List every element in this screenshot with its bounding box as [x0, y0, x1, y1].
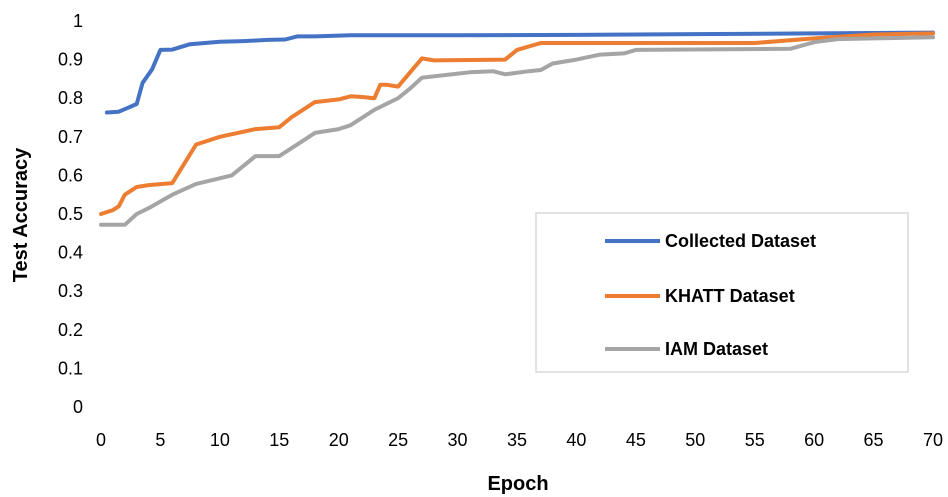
y-tick-label: 0.5 [58, 204, 83, 224]
y-tick-label: 0 [73, 397, 83, 417]
legend-box [535, 212, 909, 373]
y-tick-label: 0.2 [58, 320, 83, 340]
x-tick-label: 20 [329, 430, 349, 450]
legend: Collected Dataset KHATT Dataset IAM Datase… [535, 212, 909, 373]
x-tick-label: 15 [269, 430, 289, 450]
x-tick-label: 70 [923, 430, 943, 450]
series-lines-layer [99, 30, 935, 227]
x-tick-label: 25 [388, 430, 408, 450]
y-tick-label: 0.4 [58, 243, 83, 263]
x-tick-label: 35 [507, 430, 527, 450]
x-tick-label: 65 [864, 430, 884, 450]
x-tick-label: 10 [210, 430, 230, 450]
x-axis-ticks: 0 5 10 15 20 25 30 35 40 45 50 55 60 65 70 [96, 430, 943, 450]
x-tick-label: 0 [96, 430, 106, 450]
series-line-collected-dataset [104, 30, 935, 115]
series-line-khatt-dataset [99, 31, 935, 216]
x-tick-label: 60 [804, 430, 824, 450]
legend-label: KHATT Dataset [665, 286, 795, 306]
x-tick-label: 55 [745, 430, 765, 450]
y-tick-label: 0.6 [58, 165, 83, 185]
y-axis-title: Test Accuracy [10, 147, 32, 282]
y-tick-label: 0.7 [58, 127, 83, 147]
y-axis-ticks: 0 0.1 0.2 0.3 0.4 0.5 0.6 0.7 0.8 0.9 1 [58, 11, 83, 417]
legend-items: Collected Dataset KHATT Dataset IAM Datase… [605, 231, 816, 359]
x-tick-label: 5 [155, 430, 165, 450]
legend-label: IAM Dataset [665, 339, 768, 359]
x-tick-label: 40 [566, 430, 586, 450]
x-tick-label: 50 [685, 430, 705, 450]
y-tick-label: 0.1 [58, 358, 83, 378]
x-tick-label: 30 [448, 430, 468, 450]
series-line-iam-dataset [99, 35, 935, 227]
y-tick-label: 0.3 [58, 281, 83, 301]
legend-label: Collected Dataset [665, 231, 816, 251]
y-tick-label: 0.9 [58, 50, 83, 70]
x-axis-title: Epoch [487, 473, 548, 495]
y-tick-label: 1 [73, 11, 83, 31]
y-tick-label: 0.8 [58, 88, 83, 108]
x-tick-label: 45 [626, 430, 646, 450]
